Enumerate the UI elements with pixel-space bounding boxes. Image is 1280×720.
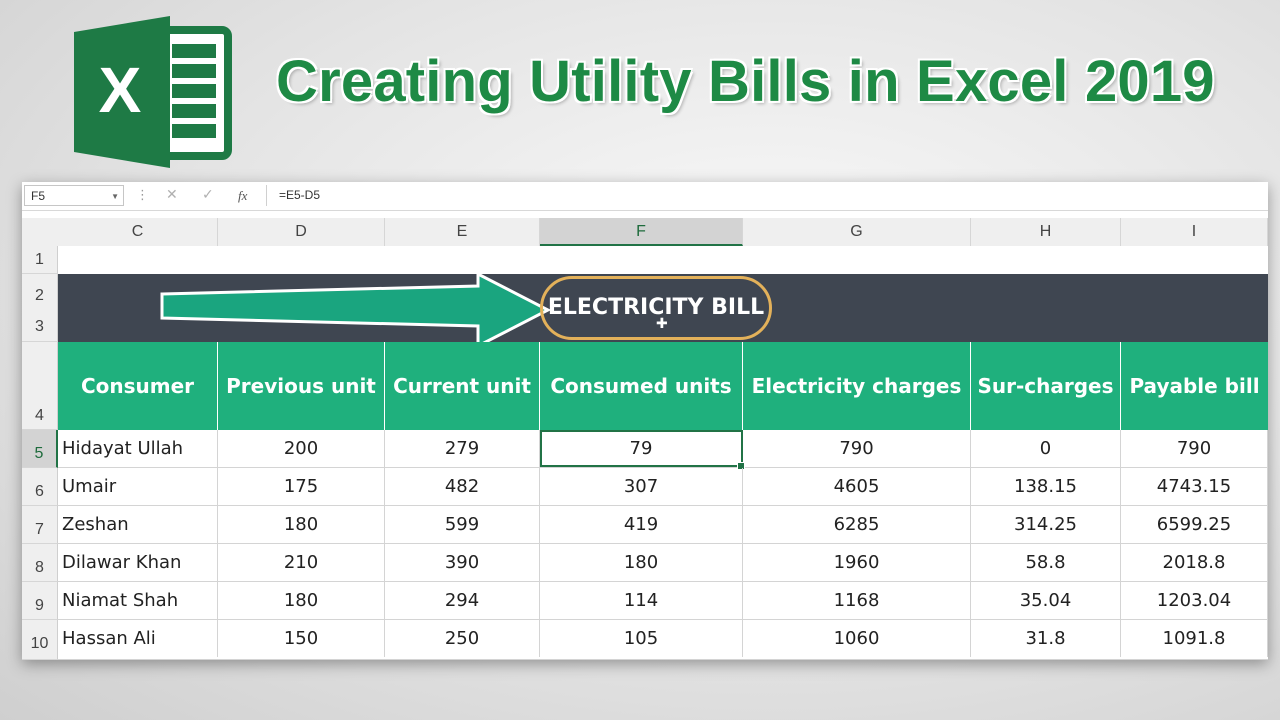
cancel-icon[interactable]: ✕ [166, 187, 178, 203]
cell-electricity-charges[interactable]: 1960 [743, 544, 971, 581]
row-header-2[interactable]: 2 [22, 274, 58, 308]
row-header-7[interactable]: 7 [22, 506, 58, 544]
table-row: Niamat Shah 180 294 114 1168 35.04 1203.… [58, 582, 1268, 620]
cell-consumed-units[interactable]: 105 [540, 620, 743, 657]
header-payable-bill[interactable]: Payable bill [1129, 374, 1260, 398]
row-header-8[interactable]: 8 [22, 544, 58, 582]
column-header-d[interactable]: D [218, 218, 385, 246]
cell-previous-unit[interactable]: 200 [218, 430, 385, 467]
column-headers: C D E F G H I [22, 218, 1268, 247]
cell-previous-unit[interactable]: 210 [218, 544, 385, 581]
cell-consumer[interactable]: Umair [58, 468, 218, 505]
cell-electricity-charges[interactable]: 1168 [743, 582, 971, 619]
cell-electricity-charges[interactable]: 790 [743, 430, 971, 467]
cell-sur-charges[interactable]: 138.15 [971, 468, 1121, 505]
enter-check-icon[interactable]: ✓ [202, 187, 214, 203]
spreadsheet-window: F5 ▼ ⋮ ✕ ✓ fx =E5-D5 C D E F G H I 1 2 3… [22, 182, 1268, 660]
cell-consumed-units-selected[interactable]: 79 [540, 430, 743, 467]
cell-consumer[interactable]: Hassan Ali [58, 620, 218, 657]
cell-sur-charges[interactable]: 0 [971, 430, 1121, 467]
cell-current-unit[interactable]: 294 [385, 582, 540, 619]
cell-current-unit[interactable]: 390 [385, 544, 540, 581]
cell-payable-bill[interactable]: 2018.8 [1121, 544, 1268, 581]
cell-consumed-units[interactable]: 307 [540, 468, 743, 505]
formula-input[interactable]: =E5-D5 [266, 185, 1262, 206]
cell-previous-unit[interactable]: 180 [218, 582, 385, 619]
header-current-unit[interactable]: Current unit [385, 342, 540, 430]
column-header-g[interactable]: G [743, 218, 971, 246]
row-header-6[interactable]: 6 [22, 468, 58, 506]
cell-consumer[interactable]: Dilawar Khan [58, 544, 218, 581]
cell-current-unit[interactable]: 250 [385, 620, 540, 657]
cell-previous-unit[interactable]: 150 [218, 620, 385, 657]
cell-payable-bill[interactable]: 4743.15 [1121, 468, 1268, 505]
table-row: Zeshan 180 599 419 6285 314.25 6599.25 [58, 506, 1268, 544]
row-header-4[interactable]: 4 [22, 342, 58, 430]
cell-previous-unit[interactable]: 180 [218, 506, 385, 543]
cell-consumed-units[interactable]: 114 [540, 582, 743, 619]
table-row: Hidayat Ullah 200 279 79 790 0 790 [58, 430, 1268, 468]
arrow-right-icon [160, 274, 550, 346]
header-consumed-units[interactable]: Consumed units [540, 342, 743, 430]
column-header-i[interactable]: I [1121, 218, 1268, 246]
table-header-row: Consumer Previous unit Current unit Cons… [58, 342, 1268, 430]
cell-current-unit[interactable]: 482 [385, 468, 540, 505]
column-header-e[interactable]: E [385, 218, 540, 246]
cell-current-unit[interactable]: 279 [385, 430, 540, 467]
cell-consumed-units[interactable]: 180 [540, 544, 743, 581]
name-box-value: F5 [31, 189, 46, 203]
row-header-1[interactable]: 1 [22, 246, 58, 274]
cell-previous-unit[interactable]: 175 [218, 468, 385, 505]
row-1-empty[interactable] [58, 246, 1268, 274]
column-header-f[interactable]: F [540, 218, 743, 246]
bill-title[interactable]: ELECTRICITY BILL [540, 276, 772, 340]
cell-consumer[interactable]: Zeshan [58, 506, 218, 543]
cell-current-unit[interactable]: 599 [385, 506, 540, 543]
cell-consumer[interactable]: Niamat Shah [58, 582, 218, 619]
cell-sur-charges[interactable]: 314.25 [971, 506, 1121, 543]
table-row: Dilawar Khan 210 390 180 1960 58.8 2018.… [58, 544, 1268, 582]
fill-handle[interactable] [737, 462, 745, 470]
cell-sur-charges[interactable]: 58.8 [971, 544, 1121, 581]
header-electricity-charges[interactable]: Electricity charges [743, 342, 971, 430]
cell-sur-charges[interactable]: 31.8 [971, 620, 1121, 657]
cell-payable-bill[interactable]: 6599.25 [1121, 506, 1268, 543]
row-header-3[interactable]: 3 [22, 308, 58, 342]
cell-sur-charges[interactable]: 35.04 [971, 582, 1121, 619]
header-consumer[interactable]: Consumer [58, 342, 218, 430]
logo-letter: X [99, 54, 142, 126]
excel-logo-icon: X [74, 16, 232, 168]
cursor-plus-icon: ✚ [656, 316, 668, 332]
row-header-10[interactable]: 10 [22, 620, 58, 660]
insert-function-icon[interactable]: fx [238, 188, 248, 203]
column-header-c[interactable]: C [58, 218, 218, 246]
cell-consumed-units[interactable]: 419 [540, 506, 743, 543]
row-header-5[interactable]: 5 [22, 430, 58, 468]
cell-electricity-charges[interactable]: 4605 [743, 468, 971, 505]
formula-bar: F5 ▼ ⋮ ✕ ✓ fx =E5-D5 [22, 182, 1268, 211]
header-previous-unit[interactable]: Previous unit [218, 342, 385, 430]
column-header-h[interactable]: H [971, 218, 1121, 246]
cell-electricity-charges[interactable]: 1060 [743, 620, 971, 657]
video-title: Creating Utility Bills in Excel 2019 [276, 49, 1215, 114]
name-box[interactable]: F5 ▼ [24, 185, 124, 206]
more-options-icon[interactable]: ⋮ [136, 188, 149, 203]
table-row: Umair 175 482 307 4605 138.15 4743.15 [58, 468, 1268, 506]
cell-payable-bill[interactable]: 1091.8 [1121, 620, 1268, 657]
header-sur-charges[interactable]: Sur-charges [971, 342, 1121, 430]
cell-payable-bill[interactable]: 1203.04 [1121, 582, 1268, 619]
cell-consumer[interactable]: Hidayat Ullah [58, 430, 218, 467]
row-header-9[interactable]: 9 [22, 582, 58, 620]
cell-payable-bill[interactable]: 790 [1121, 430, 1268, 467]
chevron-down-icon[interactable]: ▼ [111, 192, 119, 201]
cell-electricity-charges[interactable]: 6285 [743, 506, 971, 543]
table-row: Hassan Ali 150 250 105 1060 31.8 1091.8 [58, 620, 1268, 660]
